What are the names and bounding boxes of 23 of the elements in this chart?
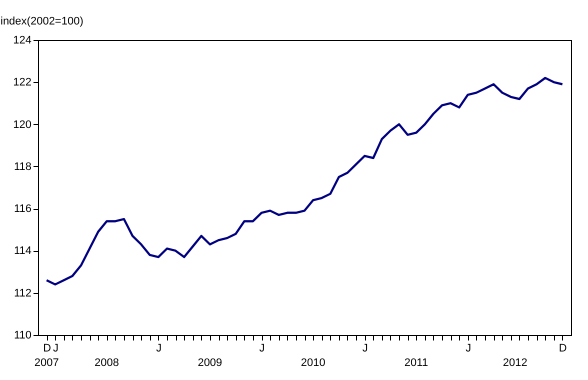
x-tick-label: J	[52, 342, 58, 354]
text: 2007	[34, 357, 59, 369]
x-tick-label: D	[558, 342, 567, 354]
text: 2011	[404, 357, 428, 369]
text: 2008	[94, 357, 120, 369]
x-tick-label: J	[362, 342, 368, 354]
text: 2009	[198, 357, 222, 369]
y-tick-label: 118	[14, 160, 32, 173]
y-tick-label: 112	[14, 287, 32, 300]
y-tick-label: 120	[13, 118, 32, 131]
text: 2012	[502, 357, 528, 369]
y-tick-label: 114	[14, 245, 32, 258]
x-tick-label: D	[43, 342, 52, 354]
x-tick-label: J	[156, 342, 162, 354]
line-series	[45, 76, 564, 286]
y-axis-title: index(2002=100)	[0, 16, 84, 28]
y-tick-label: 122	[13, 76, 32, 89]
y-tick-label: 110	[14, 330, 32, 342]
y-tick-label: 116	[14, 203, 32, 216]
y-tick-label: 124	[13, 34, 32, 46]
x-tick-label: J	[466, 342, 472, 354]
text: 2010	[300, 357, 326, 369]
x-tick-label: J	[259, 342, 265, 354]
